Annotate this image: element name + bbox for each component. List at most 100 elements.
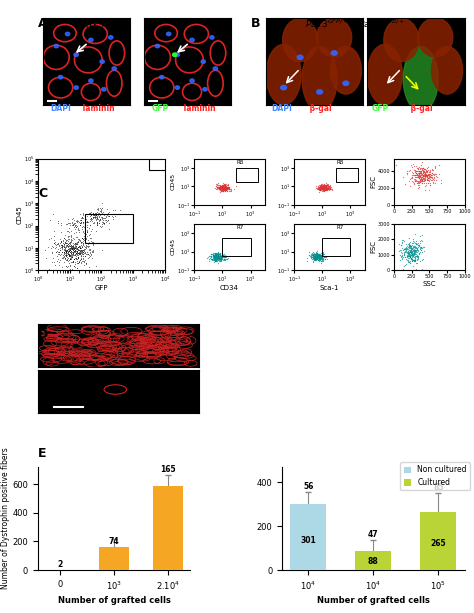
Point	[310, 253, 318, 262]
Point	[320, 183, 328, 193]
Point	[221, 184, 228, 194]
Point	[317, 251, 325, 261]
Point	[317, 251, 324, 261]
Point	[87, 213, 94, 223]
Point	[426, 170, 434, 180]
Point	[218, 250, 225, 260]
Point	[405, 248, 412, 258]
Point	[217, 184, 225, 194]
Point	[65, 238, 73, 248]
Point	[62, 246, 70, 256]
Point	[323, 185, 330, 194]
Point	[413, 178, 420, 188]
Point	[54, 238, 62, 248]
Point	[403, 247, 410, 257]
Point	[90, 240, 97, 250]
Point	[220, 183, 228, 193]
Point	[411, 177, 419, 186]
Point	[318, 182, 325, 192]
Point	[428, 168, 436, 178]
Point	[418, 177, 426, 186]
Point	[70, 246, 77, 256]
Point	[85, 237, 92, 246]
Point	[430, 173, 438, 183]
Point	[210, 257, 218, 267]
Point	[71, 243, 79, 253]
Point	[77, 251, 84, 261]
Point	[212, 252, 219, 262]
Point	[213, 182, 221, 192]
Point	[212, 252, 220, 262]
Point	[213, 250, 221, 260]
Point	[224, 180, 232, 190]
Point	[217, 251, 225, 261]
Point	[221, 180, 228, 190]
Point	[111, 205, 119, 215]
Point	[95, 209, 102, 219]
Point	[70, 246, 78, 256]
Point	[409, 254, 416, 264]
Point	[73, 248, 81, 258]
Point	[413, 243, 420, 253]
Point	[95, 205, 102, 215]
Point	[318, 252, 326, 262]
Point	[96, 203, 104, 213]
Point	[222, 185, 230, 194]
Point	[224, 183, 231, 193]
Point	[211, 256, 219, 265]
Point	[317, 249, 324, 259]
Point	[411, 249, 419, 259]
Ellipse shape	[330, 47, 361, 94]
Point	[80, 254, 87, 264]
Point	[219, 181, 227, 191]
Point	[84, 209, 91, 219]
Point	[219, 185, 226, 194]
Point	[219, 184, 227, 194]
Point	[71, 249, 78, 259]
Point	[72, 245, 79, 255]
Point	[220, 182, 228, 192]
Point	[64, 254, 71, 264]
Point	[311, 250, 319, 260]
Point	[408, 249, 416, 259]
Point	[315, 255, 322, 265]
Point	[219, 181, 226, 191]
Point	[215, 183, 223, 192]
Point	[319, 181, 327, 191]
Point	[415, 180, 423, 189]
Point	[215, 250, 222, 260]
Point	[223, 183, 231, 192]
Point	[313, 253, 321, 262]
Point	[414, 240, 422, 250]
Point	[408, 172, 415, 182]
Point	[320, 181, 328, 191]
Point	[316, 249, 323, 259]
Point	[311, 251, 319, 261]
Ellipse shape	[281, 85, 286, 89]
Point	[325, 185, 333, 195]
Point	[407, 165, 414, 175]
Point	[419, 166, 427, 176]
Point	[317, 182, 324, 192]
Point	[209, 250, 217, 260]
Point	[314, 246, 321, 256]
Point	[219, 181, 227, 191]
Point	[311, 253, 319, 263]
Point	[419, 170, 427, 180]
Point	[220, 183, 228, 193]
Point	[415, 177, 423, 187]
Point	[215, 252, 222, 262]
Point	[221, 185, 228, 195]
Point	[317, 183, 324, 192]
Point	[408, 248, 416, 257]
Point	[74, 236, 82, 246]
Ellipse shape	[283, 18, 318, 62]
Point	[220, 185, 228, 194]
Point	[219, 252, 226, 262]
Point	[398, 252, 405, 262]
Point	[315, 253, 323, 262]
Point	[413, 243, 420, 253]
Point	[311, 252, 319, 262]
Point	[412, 258, 419, 268]
Point	[415, 254, 422, 264]
